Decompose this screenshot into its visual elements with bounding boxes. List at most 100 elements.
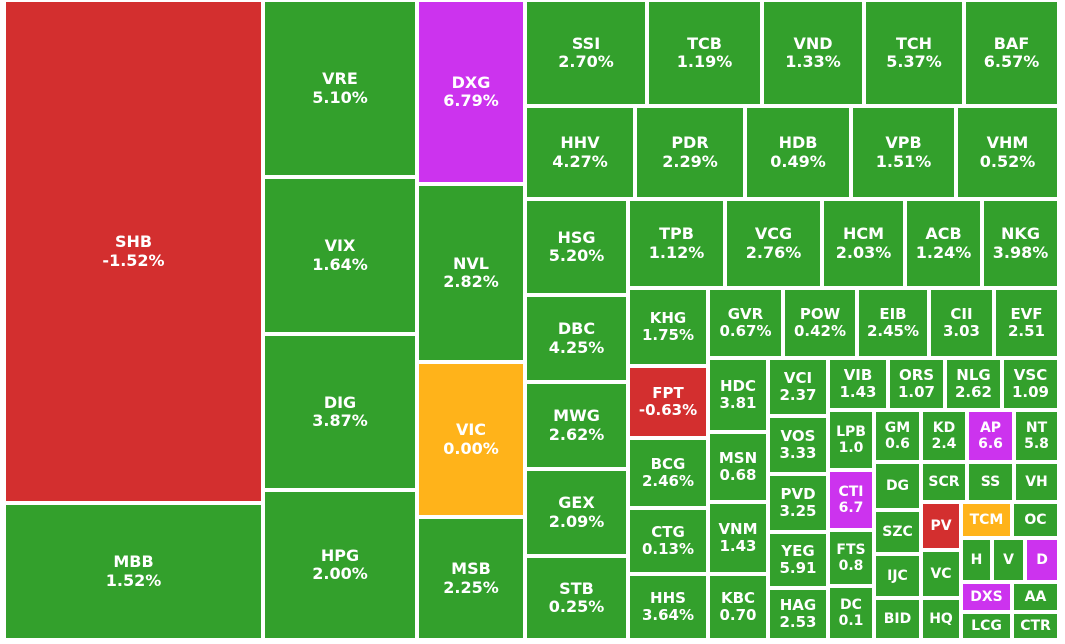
tile-hcm[interactable]: HCM 2.03% (822, 199, 905, 288)
tile-lcg[interactable]: LCG (961, 612, 1012, 640)
tile-ticker: IJC (887, 567, 908, 584)
tile-ticker: HAG (779, 595, 817, 614)
tile-ticker: DC (840, 596, 862, 613)
tile-nvl[interactable]: NVL 2.82% (417, 184, 525, 362)
tile-v[interactable]: V (992, 538, 1025, 582)
tile-vnd[interactable]: VND 1.33% (762, 0, 864, 106)
tile-msn[interactable]: MSN 0.68 (708, 432, 768, 502)
tile-vos[interactable]: VOS 3.33 (768, 416, 828, 474)
tile-stb[interactable]: STB 0.25% (525, 556, 628, 640)
tile-ticker: HHV (560, 133, 600, 153)
tile-d[interactable]: D (1025, 538, 1059, 582)
tile-vsc[interactable]: VSC 1.09 (1002, 358, 1059, 410)
tile-hpg[interactable]: HPG 2.00% (263, 490, 417, 640)
tile-pvd[interactable]: PVD 3.25 (768, 474, 828, 532)
tile-nkg[interactable]: NKG 3.98% (982, 199, 1059, 288)
tile-hhv[interactable]: HHV 4.27% (525, 106, 635, 199)
tile-vcg[interactable]: VCG 2.76% (725, 199, 822, 288)
tile-tcb[interactable]: TCB 1.19% (647, 0, 762, 106)
tile-vic[interactable]: VIC 0.00% (417, 362, 525, 517)
tile-vix[interactable]: VIX 1.64% (263, 177, 417, 334)
tile-dc[interactable]: DC 0.1 (828, 586, 874, 640)
tile-gvr[interactable]: GVR 0.67% (708, 288, 783, 358)
tile-yeg[interactable]: YEG 5.91 (768, 532, 828, 588)
tile-ctr[interactable]: CTR (1012, 612, 1059, 640)
tile-dbc[interactable]: DBC 4.25% (525, 295, 628, 382)
tile-hq[interactable]: HQ (921, 598, 961, 640)
tile-lpb[interactable]: LPB 1.0 (828, 410, 874, 470)
tile-hdc[interactable]: HDC 3.81 (708, 358, 768, 432)
tile-cti[interactable]: CTI 6.7 (828, 470, 874, 530)
tile-fts[interactable]: FTS 0.8 (828, 530, 874, 586)
tile-change: 3.98% (992, 242, 1049, 262)
tile-ss[interactable]: SS (967, 462, 1014, 502)
tile-evf[interactable]: EVF 2.51 (994, 288, 1059, 358)
tile-ticker: NKG (1001, 224, 1040, 244)
tile-vre[interactable]: VRE 5.10% (263, 0, 417, 177)
tile-ors[interactable]: ORS 1.07 (888, 358, 945, 410)
tile-vh[interactable]: VH (1014, 462, 1059, 502)
tile-shb[interactable]: SHB -1.52% (4, 0, 263, 503)
tile-baf[interactable]: BAF 6.57% (964, 0, 1059, 106)
tile-pdr[interactable]: PDR 2.29% (635, 106, 745, 199)
tile-ticker: HCM (842, 224, 885, 244)
tile-khg[interactable]: KHG 1.75% (628, 288, 708, 366)
tile-ticker: VHM (986, 133, 1029, 153)
tile-ticker: POW (799, 304, 841, 323)
tile-change: 1.75% (641, 326, 695, 344)
tile-cii[interactable]: CII 3.03 (929, 288, 994, 358)
tile-vc[interactable]: VC (921, 550, 961, 598)
tile-scr[interactable]: SCR (921, 462, 967, 502)
tile-ticker: EVF (1010, 304, 1043, 323)
tile-vnm[interactable]: VNM 1.43 (708, 502, 768, 574)
tile-kd[interactable]: KD 2.4 (921, 410, 967, 462)
tile-ticker: DG (885, 477, 910, 494)
tile-ijc[interactable]: IJC (874, 554, 921, 598)
tile-mbb[interactable]: MBB 1.52% (4, 503, 263, 640)
tile-hsg[interactable]: HSG 5.20% (525, 199, 628, 295)
tile-ticker: GEX (558, 493, 595, 513)
tile-ap[interactable]: AP 6.6 (967, 410, 1014, 462)
tile-dg[interactable]: DG (874, 462, 921, 510)
tile-bid[interactable]: BID (874, 598, 921, 640)
tile-change: 0.00% (443, 438, 499, 458)
tile-h[interactable]: H (961, 538, 992, 582)
tile-nt[interactable]: NT 5.8 (1014, 410, 1059, 462)
tile-hag[interactable]: HAG 2.53 (768, 588, 828, 640)
tile-ticker: H (970, 551, 983, 568)
tile-vhm[interactable]: VHM 0.52% (956, 106, 1059, 199)
tile-ticker: TCH (895, 33, 933, 53)
tile-dxs[interactable]: DXS (961, 582, 1012, 612)
tile-dig[interactable]: DIG 3.87% (263, 334, 417, 490)
tile-vci[interactable]: VCI 2.37 (768, 358, 828, 416)
tile-tcm[interactable]: TCM (961, 502, 1012, 538)
tile-hhs[interactable]: HHS 3.64% (628, 574, 708, 640)
tile-mwg[interactable]: MWG 2.62% (525, 382, 628, 469)
tile-vpb[interactable]: VPB 1.51% (851, 106, 956, 199)
tile-aa[interactable]: AA (1012, 582, 1059, 612)
tile-tch[interactable]: TCH 5.37% (864, 0, 964, 106)
tile-pv[interactable]: PV (921, 502, 961, 550)
tile-nlg[interactable]: NLG 2.62 (945, 358, 1002, 410)
tile-hdb[interactable]: HDB 0.49% (745, 106, 851, 199)
tile-pow[interactable]: POW 0.42% (783, 288, 857, 358)
tile-dxg[interactable]: DXG 6.79% (417, 0, 525, 184)
tile-ticker: EIB (879, 304, 907, 323)
tile-oc[interactable]: OC (1012, 502, 1059, 538)
tile-ssi[interactable]: SSI 2.70% (525, 0, 647, 106)
tile-tpb[interactable]: TPB 1.12% (628, 199, 725, 288)
tile-gm[interactable]: GM 0.6 (874, 410, 921, 462)
tile-ticker: HDB (778, 133, 818, 153)
tile-bcg[interactable]: BCG 2.46% (628, 438, 708, 508)
tile-fpt[interactable]: FPT -0.63% (628, 366, 708, 438)
tile-szc[interactable]: SZC (874, 510, 921, 554)
tile-acb[interactable]: ACB 1.24% (905, 199, 982, 288)
tile-msb[interactable]: MSB 2.25% (417, 517, 525, 640)
tile-ctg[interactable]: CTG 0.13% (628, 508, 708, 574)
tile-vib[interactable]: VIB 1.43 (828, 358, 888, 410)
tile-eib[interactable]: EIB 2.45% (857, 288, 929, 358)
tile-ticker: LPB (836, 423, 866, 440)
tile-gex[interactable]: GEX 2.09% (525, 469, 628, 556)
tile-kbc[interactable]: KBC 0.70 (708, 574, 768, 640)
